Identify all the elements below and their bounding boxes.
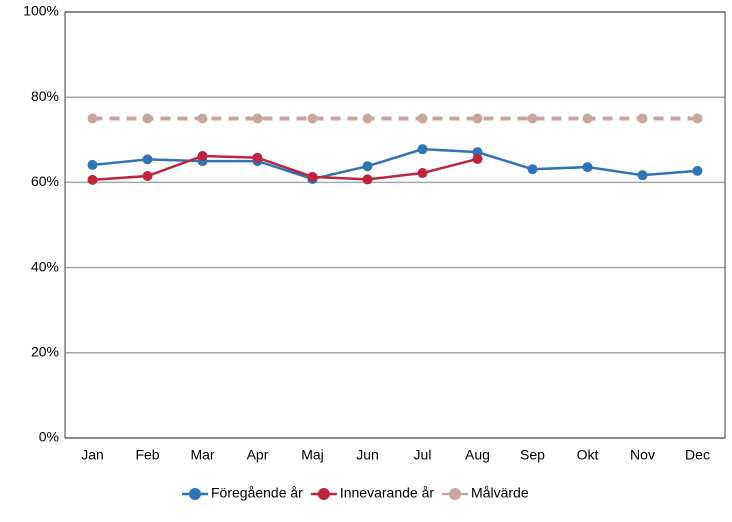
y-tick-label: 40% [31,258,59,274]
legend-swatch-marker [189,488,201,500]
y-tick-label: 100% [23,3,59,19]
data-point [87,174,98,185]
y-tick-label: 60% [31,173,59,189]
data-point [692,113,703,124]
x-tick-label: Dec [685,447,710,463]
x-tick-label: Maj [301,447,324,463]
legend-swatch-marker [317,488,330,500]
legend-label: Föregående år [211,485,303,501]
data-point [362,161,373,172]
y-tick-label: 80% [31,88,59,104]
data-point [307,113,318,124]
legend-item: Målvärde [442,485,529,501]
x-tick-label: Okt [577,447,599,463]
y-tick-label: 20% [31,344,59,360]
data-point [692,165,703,176]
x-tick-label: Nov [630,447,655,463]
x-tick-label: Jul [414,447,432,463]
legend-label: Innevarande år [340,485,435,501]
data-point [582,162,593,173]
data-point [362,174,373,185]
series-line [92,147,698,181]
data-point [197,113,208,124]
data-point [637,170,648,181]
data-point [582,113,593,124]
x-tick-label: Apr [247,447,269,463]
data-point [142,113,153,124]
data-point [527,164,538,175]
legend-swatch-marker [449,488,462,500]
data-point [87,113,98,124]
x-tick-label: Aug [465,447,490,463]
data-point [307,171,318,182]
x-tick-label: Jan [81,447,104,463]
x-tick-label: Sep [520,447,545,463]
data-point [197,150,208,161]
data-point [417,144,428,155]
data-point [87,159,98,170]
series-line [92,154,478,182]
x-tick-label: Feb [135,447,159,463]
legend-item: Föregående år [182,485,303,501]
data-point [472,153,483,164]
x-tick-label: Jun [356,447,379,463]
x-tick-label: Mar [190,447,214,463]
y-tick-label: 0% [39,429,59,445]
plot-border [64,11,726,439]
data-point [527,113,538,124]
data-point [252,152,263,163]
data-point [362,113,373,124]
data-point [142,171,153,182]
legend-item: Innevarande år [310,485,435,501]
data-point [252,113,263,124]
data-point [637,113,648,124]
data-point [417,168,428,179]
data-point [472,113,483,124]
data-point [142,154,153,165]
data-point [417,113,428,124]
legend-label: Målvärde [471,485,529,501]
